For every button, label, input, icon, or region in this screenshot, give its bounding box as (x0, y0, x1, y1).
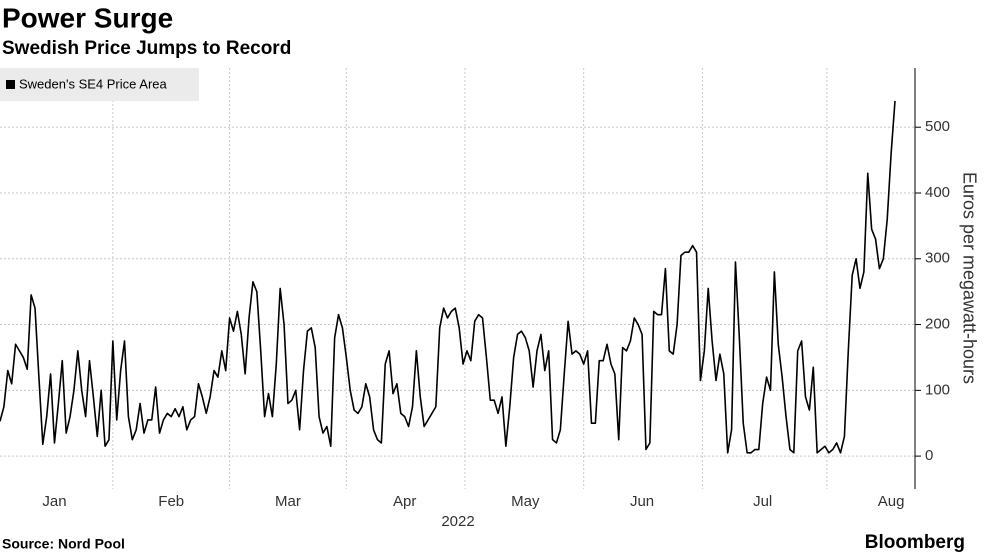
x-tick-label: Jun (630, 493, 654, 510)
y-axis-label: Euros per megawatt-hours (959, 172, 979, 384)
x-tick-label: Mar (275, 493, 301, 510)
chart-subtitle: Swedish Price Jumps to Record (2, 38, 291, 59)
source: Source: Nord Pool (2, 536, 125, 552)
x-axis-label: 2022 (441, 513, 474, 530)
y-tick-label: 100 (925, 381, 950, 398)
y-tick-label: 400 (925, 184, 950, 201)
legend-label: Sweden's SE4 Price Area (19, 76, 167, 91)
x-tick-label: Feb (158, 493, 184, 510)
legend-swatch (6, 80, 15, 89)
brand: Bloomberg (865, 532, 965, 553)
legend-box (0, 68, 199, 101)
y-tick-label: 0 (925, 447, 933, 464)
y-tick-label: 500 (925, 118, 950, 135)
chart-title: Power Surge (2, 2, 173, 33)
x-tick-label: Jan (42, 493, 66, 510)
x-tick-label: Apr (393, 493, 416, 510)
y-tick-label: 300 (925, 250, 950, 267)
x-tick-label: Jul (753, 493, 772, 510)
y-tick-label: 200 (925, 316, 950, 333)
x-tick-label: May (511, 493, 540, 510)
x-tick-label: Aug (878, 493, 905, 510)
data-line (0, 100, 896, 454)
